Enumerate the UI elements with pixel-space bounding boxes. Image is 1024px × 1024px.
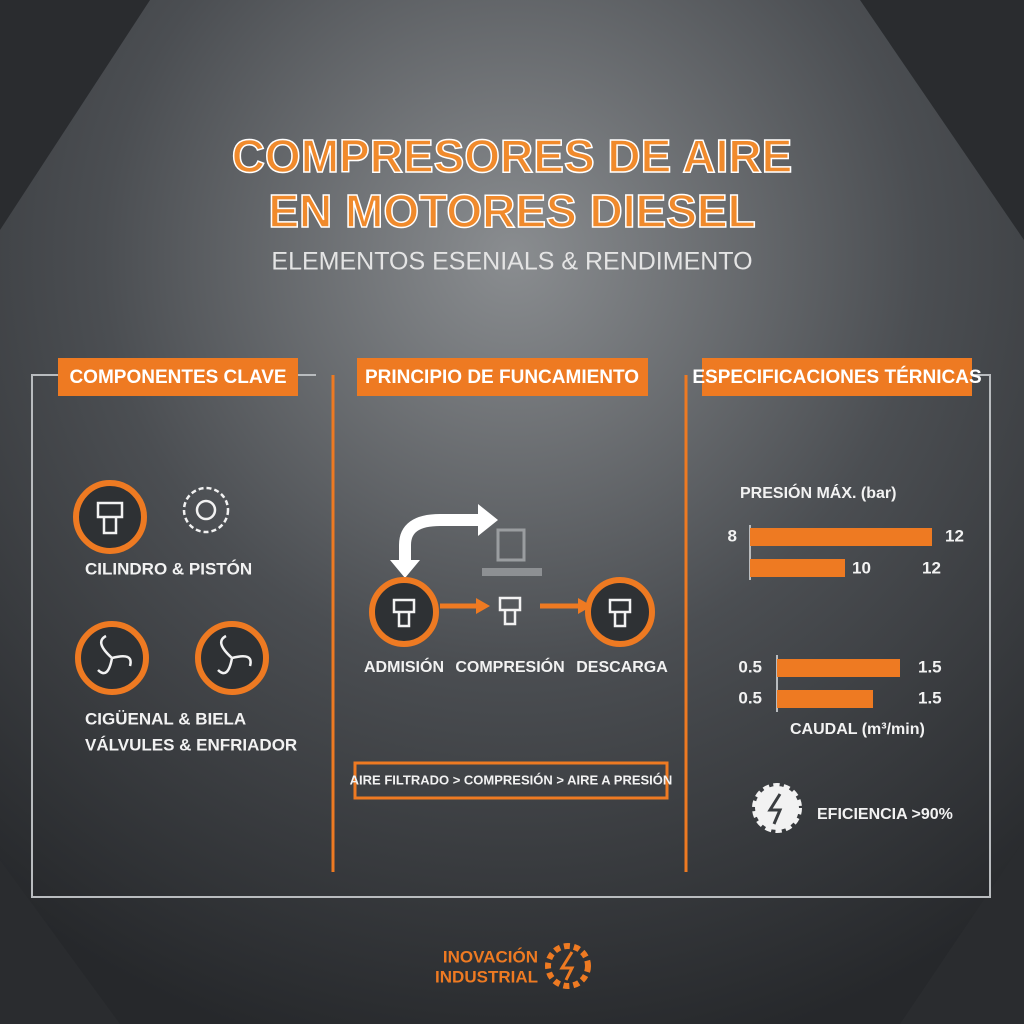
spec-label: CAUDAL (m³/min) <box>790 721 925 738</box>
efficiency-glyph <box>767 793 783 825</box>
brand-text: INOVACIÓN <box>443 947 538 966</box>
spec-number: 12 <box>922 558 941 577</box>
component-label: VÁLVULES & ENFRIADOR <box>85 735 297 754</box>
efficiency-icon <box>752 783 802 833</box>
component-label: CILINDRO & PISTÓN <box>85 559 252 578</box>
spec-bar <box>777 690 873 708</box>
brand-glyph <box>559 951 575 981</box>
spec-number: 8 <box>728 526 737 545</box>
spec-bar <box>750 528 932 546</box>
fan-glyph <box>97 634 252 675</box>
corner-plate <box>0 860 120 1024</box>
arrow-head <box>476 598 592 614</box>
step-label: COMPRESIÓN <box>455 657 564 676</box>
panel-header <box>58 358 298 396</box>
gear-icon <box>195 499 217 521</box>
panel-title: PRINCIPIO DE FUNCAMIENTO <box>365 367 639 388</box>
gear-icon <box>182 486 230 534</box>
step-label: ADMISIÓN <box>364 657 444 676</box>
spec-bar <box>750 559 845 577</box>
spec-label: PRESIÓN MÁX. (bar) <box>740 483 896 502</box>
title: COMPRESORES DE AIRE <box>232 130 793 182</box>
return-arrow <box>399 514 480 565</box>
piston-glyph <box>392 596 632 628</box>
piston-glyph <box>96 501 124 535</box>
efficiency-text: EFICIENCIA >90% <box>817 806 953 823</box>
spec-number: 0.5 <box>738 688 762 707</box>
step-label: DESCARGA <box>576 659 668 676</box>
filter-icon <box>496 528 526 562</box>
panel-header <box>702 358 972 396</box>
spec-number: 10 <box>852 558 871 577</box>
brand-icon <box>545 943 591 989</box>
spec-bar <box>777 659 900 677</box>
corner-plate <box>900 840 1024 1024</box>
spec-number: 1.5 <box>918 688 942 707</box>
subtitle: ELEMENTOS ESENIALS & RENDIMENTO <box>271 248 752 276</box>
corner-plate <box>860 0 1024 240</box>
flow-box <box>353 761 669 800</box>
spec-number: 0.5 <box>738 657 762 676</box>
filter-base <box>482 568 542 576</box>
panel-divider <box>331 375 688 872</box>
flow-text: AIRE FILTRADO > COMPRESIÓN > AIRE A PRES… <box>350 772 673 787</box>
brand-text: INDUSTRIAL <box>435 967 538 986</box>
component-label: CIGÜENAL & BIELA <box>85 709 246 728</box>
arrow-head <box>390 504 498 578</box>
panel-title: ESPECIFICACIONES TÉRNICAS <box>692 366 981 388</box>
corner-plate <box>0 0 150 230</box>
panel-title: COMPONENTES CLAVE <box>69 367 286 388</box>
panel-frame <box>31 374 991 898</box>
spec-number: 1.5 <box>918 657 942 676</box>
panel-header <box>357 358 648 396</box>
title: EN MOTORES DIESEL <box>268 185 755 237</box>
spec-number: 12 <box>945 526 964 545</box>
